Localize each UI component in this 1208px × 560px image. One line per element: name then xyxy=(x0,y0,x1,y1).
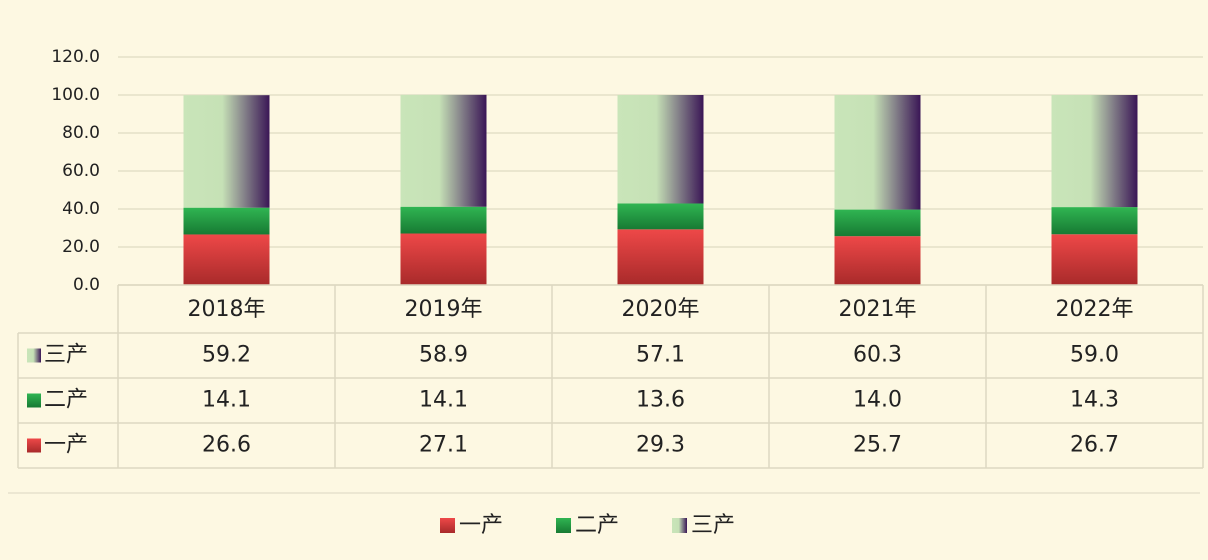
y-tick-label: 100.0 xyxy=(51,85,100,105)
bar-segment xyxy=(617,229,704,285)
y-tick-label: 40.0 xyxy=(62,199,100,219)
x-tick-label: 2021年 xyxy=(839,297,917,322)
table-value: 27.1 xyxy=(419,433,468,458)
table-value: 26.7 xyxy=(1070,433,1119,458)
bar-segment xyxy=(1051,234,1138,285)
table-value: 25.7 xyxy=(853,433,902,458)
table-value: 14.0 xyxy=(853,388,902,413)
bar-segment xyxy=(400,233,487,285)
table-value: 14.1 xyxy=(202,388,251,413)
bar-segment xyxy=(1051,95,1138,208)
y-tick-label: 80.0 xyxy=(62,123,100,143)
bar-segment xyxy=(1051,207,1138,235)
legend-label: 三产 xyxy=(691,513,735,538)
table-value: 14.1 xyxy=(419,388,468,413)
bar-segment xyxy=(834,209,921,237)
table-value: 58.9 xyxy=(419,343,468,368)
bar-segment xyxy=(834,236,921,285)
x-tick-label: 2018年 xyxy=(188,297,266,322)
table-value: 26.6 xyxy=(202,433,251,458)
bar-segment xyxy=(183,207,270,235)
legend-label: 二产 xyxy=(575,513,619,538)
legend-key xyxy=(27,438,41,453)
bar-segment xyxy=(400,206,487,234)
y-tick-label: 20.0 xyxy=(62,237,100,257)
bar-segment xyxy=(183,234,270,285)
table-value: 57.1 xyxy=(636,343,685,368)
x-tick-label: 2020年 xyxy=(622,297,700,322)
y-tick-label: 120.0 xyxy=(51,47,100,67)
legend-key xyxy=(672,518,687,533)
bar-segment xyxy=(834,95,921,210)
table-value: 59.0 xyxy=(1070,343,1119,368)
row-label: 二产 xyxy=(44,388,88,413)
row-label: 三产 xyxy=(44,343,88,368)
bar-segment xyxy=(617,203,704,230)
table-value: 13.6 xyxy=(636,388,685,413)
legend-key xyxy=(27,348,41,363)
y-tick-label: 60.0 xyxy=(62,161,100,181)
row-label: 一产 xyxy=(44,433,88,458)
x-tick-label: 2022年 xyxy=(1056,297,1134,322)
table-value: 14.3 xyxy=(1070,388,1119,413)
table-value: 60.3 xyxy=(853,343,902,368)
x-tick-label: 2019年 xyxy=(405,297,483,322)
bar-segment xyxy=(400,94,487,207)
table-value: 59.2 xyxy=(202,343,251,368)
table-value: 29.3 xyxy=(636,433,685,458)
legend-key xyxy=(556,518,571,533)
legend-key xyxy=(440,518,455,533)
bar-segment xyxy=(617,95,704,204)
y-tick-label: 0.0 xyxy=(73,275,100,295)
bar-segment xyxy=(183,95,270,208)
legend-label: 一产 xyxy=(459,513,503,538)
legend-key xyxy=(27,393,41,408)
